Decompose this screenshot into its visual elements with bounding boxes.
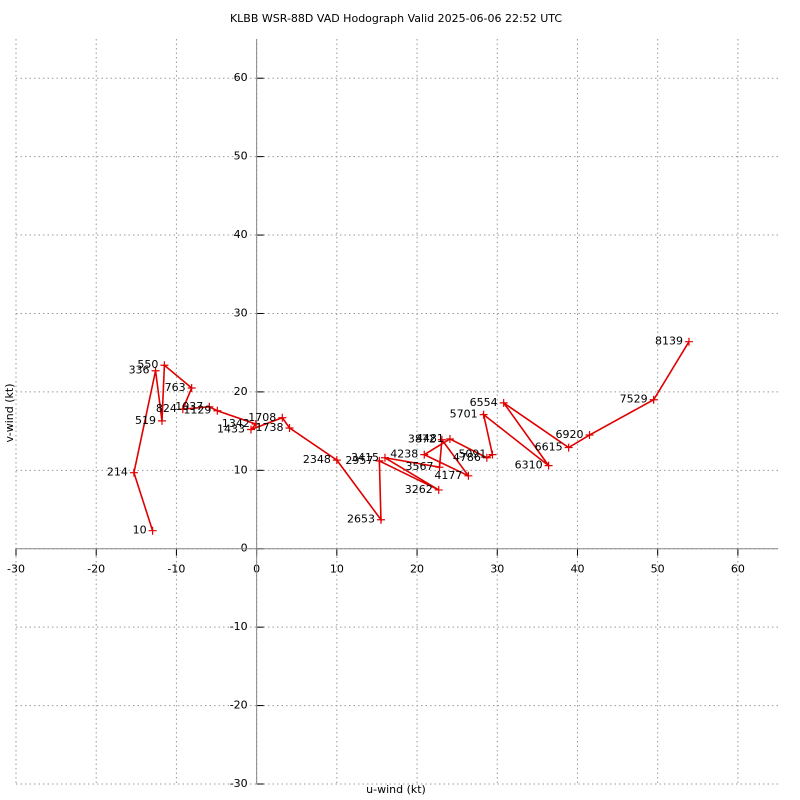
- height-label: 6554: [470, 396, 498, 409]
- x-tick-label: -30: [7, 563, 25, 576]
- point-marker: [544, 461, 553, 470]
- height-label: 6920: [556, 428, 584, 441]
- point-marker: [285, 423, 294, 432]
- point-marker: [482, 453, 491, 462]
- height-label: 824: [156, 402, 177, 415]
- point-marker: [205, 402, 214, 411]
- y-tick-label: 40: [234, 228, 248, 241]
- point-marker: [585, 431, 594, 440]
- height-label: 1738: [256, 421, 284, 434]
- height-label: 2348: [303, 453, 331, 466]
- point-marker: [376, 515, 385, 524]
- y-tick-label: 20: [234, 385, 248, 398]
- height-label: 4177: [434, 469, 462, 482]
- x-tick-label: -20: [87, 563, 105, 576]
- height-label: 519: [135, 414, 156, 427]
- point-marker: [499, 398, 508, 407]
- height-label: 3262: [405, 483, 433, 496]
- height-label: 1129: [183, 404, 211, 417]
- point-marker: [380, 453, 389, 462]
- x-tick-label: 40: [570, 563, 584, 576]
- point-marker: [649, 395, 658, 404]
- point-marker: [178, 405, 187, 414]
- height-label: 6310: [515, 459, 543, 472]
- height-label: 10: [133, 524, 147, 537]
- point-marker: [445, 434, 454, 443]
- point-marker: [420, 450, 429, 459]
- height-label: 1708: [248, 411, 276, 424]
- y-tick-label: -10: [230, 620, 248, 633]
- y-axis-label: v-wind (kt): [3, 384, 16, 443]
- y-tick-label: 30: [234, 306, 248, 319]
- y-tick-label: 10: [234, 463, 248, 476]
- point-marker: [148, 526, 157, 535]
- height-label: 2957: [345, 454, 373, 467]
- height-label: 1037: [175, 400, 203, 413]
- chart-title: KLBB WSR-88D VAD Hodograph Valid 2025-06…: [230, 12, 562, 25]
- height-label: 7529: [620, 393, 648, 406]
- y-tick-label: -20: [230, 699, 248, 712]
- height-label: 336: [129, 364, 150, 377]
- point-marker: [464, 471, 473, 480]
- point-marker: [160, 361, 169, 370]
- point-marker: [247, 425, 256, 434]
- height-label: 4786: [453, 451, 481, 464]
- height-label: 3415: [351, 451, 379, 464]
- height-label: 3872: [408, 433, 436, 446]
- x-tick-label: 60: [731, 563, 745, 576]
- x-axis-label: u-wind (kt): [366, 783, 426, 796]
- height-label: 2653: [347, 513, 375, 526]
- x-tick-label: 20: [410, 563, 424, 576]
- height-label: 550: [137, 358, 158, 371]
- height-label: 1342: [222, 417, 250, 430]
- x-tick-label: 30: [490, 563, 504, 576]
- x-tick-label: -10: [167, 563, 185, 576]
- point-marker: [479, 410, 488, 419]
- point-marker: [435, 463, 444, 472]
- height-label: 3567: [406, 460, 434, 473]
- point-marker: [157, 416, 166, 425]
- point-marker: [251, 420, 260, 429]
- height-label: 4238: [390, 448, 418, 461]
- point-marker: [434, 485, 443, 494]
- point-marker: [375, 456, 384, 465]
- x-tick-label: 50: [651, 563, 665, 576]
- point-marker: [684, 337, 693, 346]
- height-label: 4481: [416, 432, 444, 445]
- point-marker: [213, 406, 222, 415]
- height-label: 6615: [535, 441, 563, 454]
- point-marker: [129, 468, 138, 477]
- x-tick-label: 10: [330, 563, 344, 576]
- point-marker: [564, 443, 573, 452]
- height-label: 5701: [450, 408, 478, 421]
- point-marker: [187, 383, 196, 392]
- height-label: 214: [107, 466, 128, 479]
- y-tick-label: 50: [234, 150, 248, 163]
- point-marker: [278, 413, 287, 422]
- height-label: 5091: [458, 448, 486, 461]
- hodograph-line: [133, 341, 690, 531]
- point-marker: [437, 435, 446, 444]
- point-marker: [332, 456, 341, 465]
- height-label: 763: [165, 381, 186, 394]
- y-tick-label: 60: [234, 71, 248, 84]
- height-label: 1433: [217, 423, 245, 436]
- height-label: 8139: [655, 335, 683, 348]
- y-tick-label: -30: [230, 777, 248, 790]
- point-marker: [488, 450, 497, 459]
- point-marker: [151, 366, 160, 375]
